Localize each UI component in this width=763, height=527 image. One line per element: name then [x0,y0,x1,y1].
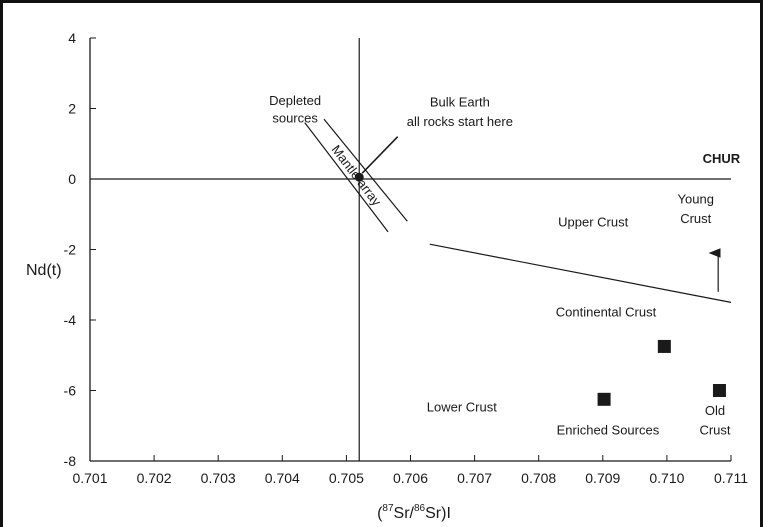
y-axis-label: Nd(t) [26,262,62,279]
x-tick-label: 0.705 [329,470,364,486]
x-tick-label: 0.703 [201,470,236,486]
annotation-bulk-1: Bulk Earth [430,95,490,110]
annotation-upper: Upper Crust [558,215,628,230]
data-point-square [712,384,726,397]
mantle-array-line [304,122,389,233]
annotation-old-1: Old [705,403,725,418]
annotation-old-2: Crust [699,423,730,438]
annotation-chur: CHUR [703,151,741,166]
x-tick-label: 0.701 [72,470,107,486]
annotation-young-1: Young [678,192,714,207]
annotation-depleted-2: sources [272,111,318,126]
x-tick-label: 0.706 [393,470,428,486]
bulk-earth-pointer [361,136,399,174]
x-tick-label: 0.702 [137,470,172,486]
crust-boundary-line [429,243,732,303]
annotation-lower: Lower Crust [427,400,497,415]
annotation-continental: Continental Crust [556,304,657,319]
annotation-enriched: Enriched Sources [557,423,660,438]
x-axis-label: (87Sr/86Sr)I [377,503,451,522]
y-tick-label: 4 [68,30,76,46]
y-tick-label: 2 [68,101,76,117]
x-tick-label: 0.710 [649,470,684,486]
x-tick-label: 0.704 [265,470,300,486]
y-tick-label: -4 [64,312,77,328]
annotation-depleted-1: Depleted [269,93,321,108]
annotation-bulk-2: all rocks start here [407,114,513,129]
x-tick-label: 0.711 [714,470,748,486]
y-tick-label: -6 [64,383,77,399]
y-tick-label: -8 [64,453,77,469]
x-tick-label: 0.707 [457,470,492,486]
annotation-young-2: Crust [680,211,711,226]
data-point-square [657,339,671,353]
data-point-square [597,392,611,406]
x-tick-label: 0.708 [521,470,556,486]
y-tick-label: 0 [68,171,76,187]
bulk-earth-point [354,172,364,182]
x-tick-label: 0.709 [585,470,620,486]
y-tick-label: -2 [64,242,77,258]
